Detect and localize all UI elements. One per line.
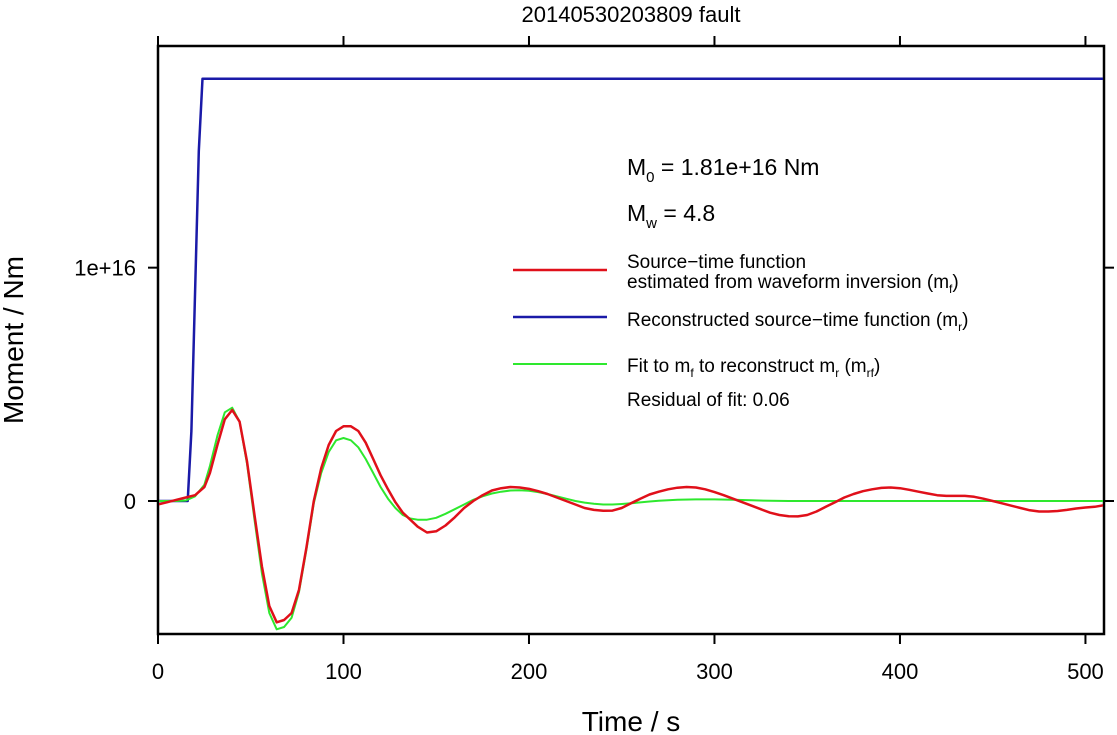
y-tick-label: 1e+16 <box>74 256 136 281</box>
legend-label-estimated-line1: Source−time function <box>627 252 806 273</box>
x-tick-label: 500 <box>1067 659 1104 684</box>
legend-label-fit: Fit to mf to reconstruct mr (mrf) <box>627 356 880 380</box>
series-line-estimated <box>159 408 1103 624</box>
chart-title: 20140530203809 fault <box>522 2 741 27</box>
legend-label-estimated-line2: estimated from waveform inversion (mf) <box>627 272 959 296</box>
x-tick-label: 200 <box>511 659 548 684</box>
x-tick-label: 300 <box>696 659 733 684</box>
legend: Source−time function estimated from wave… <box>513 252 968 411</box>
x-tick-label: 100 <box>325 659 362 684</box>
y-axis-label: Moment / Nm <box>0 256 29 424</box>
x-tick-label: 400 <box>882 659 919 684</box>
x-tick-label: 0 <box>152 659 164 684</box>
legend-label-reconstructed: Reconstructed source−time function (mr) <box>627 310 968 334</box>
x-axis-label: Time / s <box>582 706 681 735</box>
axis-ticks <box>148 36 1114 644</box>
y-tick-label: 0 <box>124 489 136 514</box>
residual-annotation: Residual of fit: 0.06 <box>627 390 790 411</box>
series-line-fit <box>159 406 1103 631</box>
series-line-reconstructed <box>159 77 1103 503</box>
x-tick-labels: 0 100 200 300 400 500 <box>152 659 1104 684</box>
y-tick-labels: 0 1e+16 <box>74 256 136 514</box>
moment-annotation: M0 = 1.81e+16 Nm <box>627 154 819 186</box>
plot-frame <box>156 44 1106 636</box>
magnitude-annotation: Mw = 4.8 <box>627 200 715 232</box>
